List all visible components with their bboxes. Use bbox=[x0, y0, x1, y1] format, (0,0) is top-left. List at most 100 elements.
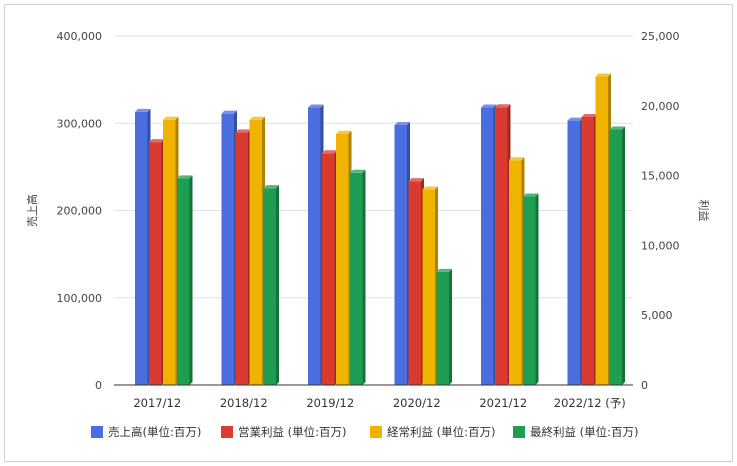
bar-front bbox=[235, 132, 248, 385]
bar-top bbox=[263, 185, 279, 189]
x-tick-label: 2017/12 bbox=[133, 396, 181, 410]
bar-top bbox=[523, 193, 539, 197]
bar-front bbox=[408, 181, 421, 385]
y-right-tick-label: 20,000 bbox=[641, 100, 680, 113]
bar-front bbox=[609, 129, 622, 385]
bar bbox=[135, 108, 151, 385]
bar-front bbox=[394, 124, 407, 386]
bar-top bbox=[509, 157, 525, 161]
bar-front bbox=[422, 189, 435, 385]
legend-item: 売上高(単位:百万) bbox=[91, 425, 201, 439]
bar bbox=[523, 193, 539, 385]
bar bbox=[350, 169, 366, 385]
x-tick-label: 2021/12 bbox=[479, 396, 527, 410]
bar-front bbox=[567, 120, 580, 385]
y-left-tick-label: 0 bbox=[95, 379, 102, 392]
legend-label: 売上高(単位:百万) bbox=[108, 425, 201, 439]
bar bbox=[336, 130, 352, 385]
bar-side bbox=[449, 268, 452, 385]
y-right-tick-label: 5,000 bbox=[641, 309, 673, 322]
axes: 0 100,000 200,000 300,000 400,000 0 5,000 10,00… bbox=[25, 30, 711, 410]
bar bbox=[249, 116, 265, 385]
bar bbox=[609, 126, 625, 386]
bar bbox=[163, 116, 179, 385]
bar-front bbox=[135, 111, 148, 385]
bar bbox=[595, 73, 611, 385]
legend-item: 経常利益 (単位:百万) bbox=[370, 425, 496, 439]
bar-front bbox=[263, 188, 276, 385]
bar-front bbox=[436, 271, 449, 385]
y-left-tick-label: 100,000 bbox=[57, 292, 103, 305]
bar bbox=[235, 129, 251, 385]
bar bbox=[436, 268, 452, 385]
bar-top bbox=[249, 116, 265, 120]
legend-swatch bbox=[513, 426, 525, 438]
bar-front bbox=[350, 172, 363, 385]
bar-top bbox=[235, 129, 251, 133]
bar-top bbox=[394, 121, 410, 125]
bar bbox=[422, 186, 438, 385]
bar bbox=[149, 139, 165, 385]
bar-top bbox=[567, 117, 583, 121]
bar-top bbox=[149, 139, 165, 143]
bar bbox=[408, 178, 424, 385]
legend-label: 営業利益 (単位:百万) bbox=[238, 425, 347, 439]
bar bbox=[394, 121, 410, 386]
bar-top bbox=[322, 150, 338, 154]
bar-top bbox=[221, 110, 237, 114]
legend-swatch bbox=[91, 426, 103, 438]
bar-side bbox=[362, 169, 366, 385]
bar-top bbox=[595, 73, 611, 77]
bar-top bbox=[436, 268, 452, 272]
bar-top bbox=[495, 104, 511, 108]
y-left-tick-label: 200,000 bbox=[57, 205, 103, 218]
bar-front bbox=[308, 107, 321, 386]
bar bbox=[263, 185, 279, 385]
bar-top bbox=[350, 169, 366, 173]
bar-front bbox=[163, 119, 176, 385]
bar-front bbox=[495, 107, 508, 386]
y-right-tick-label: 0 bbox=[641, 379, 648, 392]
bar-side bbox=[189, 175, 193, 385]
y-right-tick-label: 25,000 bbox=[641, 30, 680, 43]
bar bbox=[177, 175, 193, 385]
legend-swatch bbox=[221, 426, 233, 438]
bar bbox=[308, 104, 324, 386]
bar-side bbox=[535, 193, 539, 385]
x-tick-label: 2022/12 (予) bbox=[554, 396, 626, 410]
bar bbox=[322, 150, 338, 385]
x-tick-label: 2020/12 bbox=[393, 396, 441, 410]
bar bbox=[509, 157, 525, 385]
y-left-axis-title: 売上高 bbox=[25, 194, 39, 227]
bar bbox=[495, 104, 511, 386]
y-left-tick-label: 300,000 bbox=[57, 117, 103, 130]
bar-top bbox=[308, 104, 324, 108]
bar-side bbox=[622, 126, 625, 386]
x-tick-label: 2019/12 bbox=[306, 396, 354, 410]
bar-top bbox=[336, 130, 352, 134]
bar-front bbox=[177, 178, 190, 385]
bar bbox=[481, 104, 497, 386]
bar-front bbox=[481, 107, 494, 386]
x-tick-label: 2018/12 bbox=[220, 396, 268, 410]
bar-top bbox=[135, 108, 151, 112]
y-right-axis-title: 利益 bbox=[697, 200, 711, 222]
legend-label: 経常利益 (単位:百万) bbox=[387, 425, 496, 439]
bar-front bbox=[221, 113, 234, 385]
bar-front bbox=[322, 153, 335, 385]
legend-item: 営業利益 (単位:百万) bbox=[221, 425, 347, 439]
bar-front bbox=[249, 119, 262, 385]
bar-top bbox=[609, 126, 625, 130]
bar-front bbox=[523, 196, 536, 385]
y-right-tick-label: 15,000 bbox=[641, 170, 680, 183]
bar-front bbox=[336, 133, 349, 385]
bar bbox=[581, 113, 597, 385]
y-right-tick-label: 10,000 bbox=[641, 239, 680, 252]
bar-top bbox=[481, 104, 497, 108]
legend: 売上高(単位:百万) 営業利益 (単位:百万) 経常利益 (単位:百万) 最終利益 (… bbox=[91, 425, 639, 439]
bar-top bbox=[581, 113, 597, 117]
legend-item: 最終利益 (単位:百万) bbox=[513, 425, 639, 439]
bar-top bbox=[422, 186, 438, 190]
bar-front bbox=[149, 142, 162, 385]
